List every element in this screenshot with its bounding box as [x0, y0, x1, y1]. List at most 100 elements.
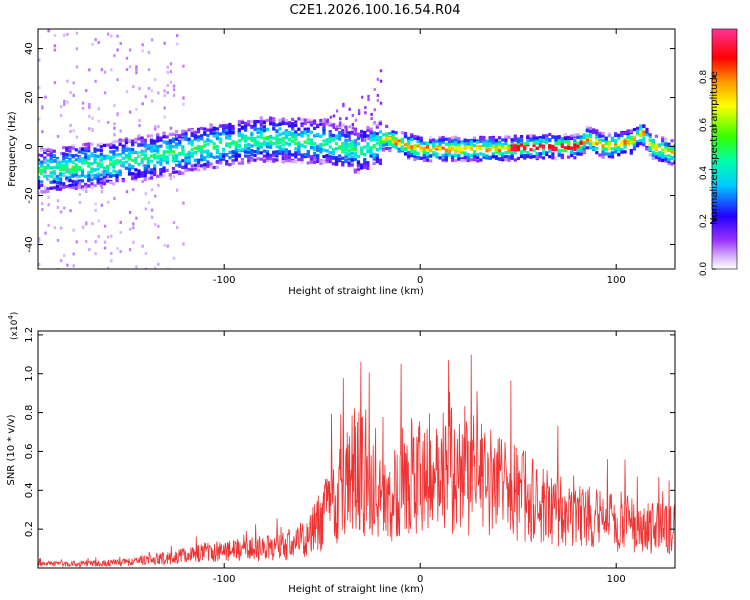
- spectrogram-cell: [541, 145, 546, 149]
- spectrogram-cell: [582, 135, 586, 140]
- spectrogram-cell: [466, 138, 470, 143]
- spectrogram-cell: [410, 134, 414, 139]
- spectrogram-cell: [278, 151, 282, 155]
- spectrogram-cell: [116, 48, 119, 52]
- spectrogram-cell: [250, 148, 254, 153]
- spectrogram-cell: [463, 151, 467, 155]
- spectrogram-cell: [96, 181, 100, 185]
- spectrogram-cell: [237, 131, 241, 136]
- spectrogram-cell: [375, 135, 379, 139]
- spectrogram-cell: [353, 127, 357, 131]
- spectrogram-cell: [88, 248, 91, 252]
- spectrogram-cell: [80, 157, 85, 161]
- spectrogram-cell: [131, 176, 135, 180]
- spectrogram-cell: [228, 144, 232, 148]
- spectrogram-cell: [291, 139, 295, 143]
- spectrogram-cell: [253, 123, 257, 128]
- spectrogram-cell: [526, 136, 530, 140]
- spectrogram-cell: [174, 154, 179, 159]
- spectrogram-cell: [535, 136, 539, 140]
- spectrogram-cell: [422, 141, 426, 145]
- spectrogram-cell: [118, 169, 122, 173]
- spectrogram-cell: [353, 170, 357, 174]
- spectrogram-cell: [385, 133, 389, 137]
- spectrogram-cell: [363, 165, 367, 169]
- spectrogram-cell: [99, 181, 103, 185]
- spectrogram-cell: [103, 240, 107, 244]
- spectrogram-cell: [154, 125, 157, 129]
- spectrogram-cell: [153, 156, 157, 160]
- spectrogram-cell: [516, 141, 521, 145]
- spectrogram-cell: [350, 131, 354, 135]
- spectrogram-cell: [215, 165, 219, 169]
- spectrogram-cell: [538, 155, 542, 159]
- spectrogram-cell: [206, 160, 210, 164]
- spectrogram-cell: [262, 143, 266, 147]
- spectrogram-cell: [573, 138, 577, 143]
- spectrogram-cell: [127, 154, 132, 158]
- spectrogram-cell: [457, 143, 461, 148]
- spectrogram-cell: [74, 180, 78, 184]
- spectrogram-cell: [113, 196, 116, 200]
- spectrogram-cell: [664, 145, 668, 149]
- spectrogram-cell: [491, 135, 495, 140]
- spectrogram-cell: [181, 130, 185, 134]
- spectrogram-cell: [65, 160, 69, 164]
- snr-frame: [37, 330, 676, 569]
- spectrogram-cell: [463, 158, 467, 163]
- spectrogram-cell: [96, 172, 100, 176]
- spectrogram-cell: [144, 95, 148, 99]
- spectrogram-cell: [623, 150, 627, 154]
- spectrogram-cell: [413, 135, 417, 139]
- spectrogram-cell: [97, 119, 100, 123]
- spectrogram-cell: [281, 120, 285, 124]
- spectrogram-cell: [250, 125, 254, 129]
- spectrogram-cell: [366, 128, 370, 133]
- spectrogram-cell: [573, 156, 577, 160]
- spectrogram-cell: [68, 149, 72, 153]
- spectrogram-cell: [140, 173, 144, 177]
- spectrogram-cell: [297, 117, 301, 121]
- spectrogram-cell: [588, 135, 593, 139]
- spectrogram-cell: [654, 152, 658, 156]
- spectrogram-cell: [617, 143, 621, 147]
- spectrogram-cell: [422, 146, 426, 150]
- spectrogram-cell: [253, 158, 257, 162]
- spectrogram-cell: [40, 148, 44, 152]
- spectrogram-cell: [40, 160, 44, 164]
- spectrogram-cell: [225, 123, 229, 128]
- spectrogram-cell: [143, 150, 147, 154]
- spectrogram-cell: [138, 133, 141, 137]
- spectrogram-cell: [485, 149, 489, 153]
- spectrogram-cell: [269, 122, 273, 126]
- spectrogram-cell: [102, 156, 107, 161]
- spectrogram-cell: [153, 167, 157, 171]
- colorbar-tick-label: 0.2: [699, 214, 709, 228]
- spectrogram-cell: [74, 186, 78, 191]
- spectrogram-cell: [96, 148, 100, 152]
- spectrogram-cell: [134, 160, 138, 164]
- spectrogram-cell: [65, 165, 69, 169]
- spectrogram-cell: [287, 130, 292, 135]
- spectrogram-cell: [74, 170, 78, 174]
- spectrogram-cell: [670, 139, 674, 143]
- spectrogram-cell: [504, 151, 508, 155]
- spectrogram-cell: [259, 151, 263, 155]
- spectrogram-cell: [159, 144, 163, 148]
- spectrogram-cell: [582, 139, 586, 143]
- spectrogram-cell: [93, 160, 97, 164]
- spectrogram-cell: [97, 41, 100, 45]
- spectrogram-cell: [68, 185, 72, 189]
- spectrogram-cell: [275, 152, 279, 156]
- spectrogram-cell: [243, 139, 248, 143]
- spectrogram-cell: [103, 224, 107, 228]
- spectrogram-cell: [265, 137, 270, 141]
- spectrogram-cell: [356, 168, 361, 172]
- spectrogram-cell: [250, 138, 254, 143]
- spectrogram-cell: [532, 143, 536, 147]
- spectrogram-cell: [168, 132, 172, 137]
- spectrogram-cell: [49, 153, 53, 157]
- spectrogram-cell: [438, 156, 442, 160]
- spectrogram-cell: [253, 141, 257, 145]
- colorbar-tick-label: 0.8: [699, 70, 709, 85]
